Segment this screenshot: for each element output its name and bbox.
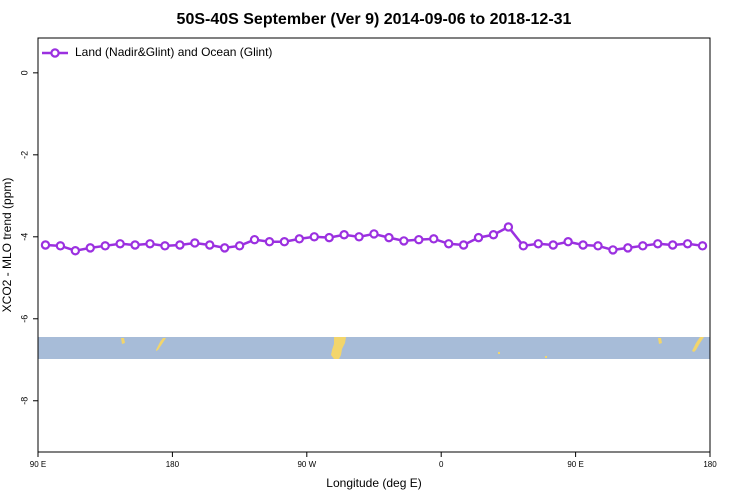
chart-title: 50S-40S September (Ver 9) 2014-09-06 to … (177, 11, 572, 28)
x-axis-label: Longitude (deg E) (326, 476, 421, 490)
point (682, 239, 693, 249)
point (354, 232, 364, 242)
point (623, 243, 633, 253)
point (443, 239, 454, 249)
point (130, 240, 140, 250)
point (70, 246, 81, 256)
x-tick-label: 0 (439, 460, 444, 469)
y-tick-label: -6 (19, 315, 29, 323)
point (667, 240, 678, 250)
point (160, 241, 170, 251)
point (175, 240, 185, 250)
point (249, 234, 260, 245)
point (145, 239, 155, 249)
x-tick-label: 90 E (30, 460, 46, 469)
legend-marker (50, 48, 60, 58)
point (264, 237, 275, 247)
point (533, 239, 543, 249)
point (399, 236, 409, 246)
point (384, 232, 394, 243)
point (309, 232, 319, 242)
x-tick-label: 180 (166, 460, 180, 469)
point (115, 239, 125, 249)
point (279, 237, 290, 247)
point (40, 240, 51, 250)
y-tick-label: -4 (19, 233, 29, 241)
point (55, 241, 66, 251)
point (294, 234, 305, 244)
point (518, 241, 529, 251)
x-tick-label: 90 W (297, 460, 316, 469)
map-band (38, 337, 710, 359)
point (608, 245, 618, 255)
point (429, 234, 439, 244)
point (190, 238, 200, 248)
point (324, 232, 334, 243)
point (548, 240, 558, 250)
point (458, 240, 469, 250)
plot-frame (37, 37, 711, 453)
point (593, 241, 603, 251)
point (697, 241, 708, 251)
point (339, 230, 349, 240)
y-tick-label: -8 (19, 397, 29, 405)
point (653, 239, 663, 249)
point (219, 243, 230, 253)
point (578, 240, 588, 250)
y-axis-label: XCO2 - MLO trend (ppm) (0, 178, 14, 313)
point (488, 230, 499, 240)
y-tick-label: 0 (19, 70, 29, 75)
point (100, 241, 110, 251)
x-tick-label: 90 E (567, 460, 583, 469)
x-tick-label: 180 (703, 460, 717, 469)
point (503, 222, 514, 232)
point (234, 241, 245, 251)
point (205, 240, 215, 250)
point (563, 237, 573, 247)
point (638, 241, 648, 251)
point (85, 243, 95, 253)
point (473, 232, 484, 243)
y-tick-label: -2 (19, 151, 29, 159)
point (369, 229, 379, 239)
point (414, 234, 424, 245)
legend-label: Land (Nadir&Glint) and Ocean (Glint) (75, 45, 272, 59)
